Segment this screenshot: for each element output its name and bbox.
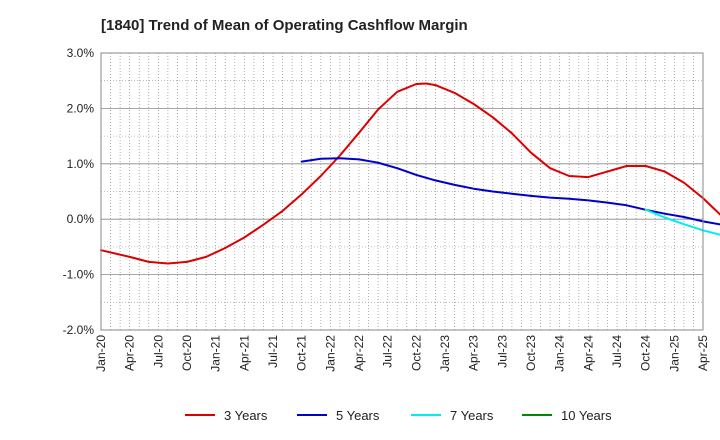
- legend-label: 10 Years: [561, 408, 612, 423]
- series-line-5-years: [300, 157, 720, 226]
- x-tick-label: Apr-22: [352, 335, 366, 371]
- x-tick-label: Jan-21: [209, 335, 223, 372]
- grid: [101, 53, 703, 330]
- x-tick-label: Oct-21: [295, 335, 309, 371]
- x-tick-label: Jan-25: [667, 335, 681, 372]
- legend: 3 Years 5 Years 7 Years 10 Years: [185, 408, 612, 423]
- x-tick-label: Jul-21: [266, 335, 280, 368]
- x-tick-label: Jul-24: [610, 335, 624, 368]
- x-tick-label: Jul-20: [151, 335, 165, 368]
- y-tick-label: 0.0%: [67, 212, 95, 226]
- legend-label: 5 Years: [336, 408, 380, 423]
- x-tick-label: Apr-25: [696, 335, 710, 371]
- legend-label: 7 Years: [450, 408, 494, 423]
- y-tick-label: -1.0%: [63, 268, 95, 282]
- plot-border: [100, 52, 704, 331]
- x-tick-label: Jan-20: [94, 335, 108, 372]
- x-tick-label: Apr-20: [123, 335, 137, 371]
- x-tick-label: Apr-21: [237, 335, 251, 371]
- series-line-3-years: [100, 82, 720, 265]
- x-tick-label: Apr-23: [467, 335, 481, 371]
- x-tick-label: Oct-24: [639, 335, 653, 371]
- x-tick-label: Oct-22: [409, 335, 423, 371]
- chart-title: [1840] Trend of Mean of Operating Cashfl…: [101, 17, 468, 34]
- x-tick-label: Jul-23: [495, 335, 509, 368]
- y-tick-label: 1.0%: [67, 157, 95, 171]
- series-group: [100, 82, 720, 265]
- x-tick-label: Jan-24: [553, 335, 567, 372]
- y-tick-label: 3.0%: [67, 46, 95, 60]
- y-tick-label: 2.0%: [67, 101, 95, 115]
- x-tick-label: Jan-22: [323, 335, 337, 372]
- x-axis: Jan-20 Apr-20 Jul-20 Oct-20 Jan-21 Apr-21 Jul-…: [94, 335, 710, 372]
- series-line-7-years: [644, 208, 720, 236]
- x-tick-label: Oct-20: [180, 335, 194, 371]
- y-axis: 3.0% 2.0% 1.0% 0.0% -1.0% -2.0%: [63, 46, 95, 337]
- x-tick-label: Oct-23: [524, 335, 538, 371]
- y-tick-label: -2.0%: [63, 323, 95, 337]
- legend-label: 3 Years: [224, 408, 268, 423]
- x-tick-label: Jul-22: [381, 335, 395, 368]
- x-tick-label: Jan-23: [438, 335, 452, 372]
- x-tick-label: Apr-24: [581, 335, 595, 371]
